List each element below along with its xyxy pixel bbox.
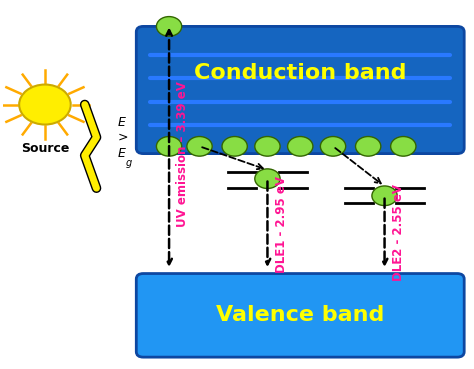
Circle shape — [255, 169, 280, 189]
Circle shape — [156, 17, 182, 36]
Circle shape — [187, 137, 212, 156]
Text: E: E — [118, 147, 126, 160]
Circle shape — [356, 137, 381, 156]
Circle shape — [222, 137, 247, 156]
Text: Source: Source — [21, 142, 69, 155]
Text: UV emission – 3.39 eV: UV emission – 3.39 eV — [176, 81, 189, 227]
Text: Valence band: Valence band — [216, 305, 384, 325]
Text: DLE1 - 2.95 eV: DLE1 - 2.95 eV — [275, 176, 288, 273]
Text: E: E — [118, 116, 126, 129]
FancyBboxPatch shape — [137, 273, 464, 357]
Circle shape — [19, 85, 71, 124]
Text: g: g — [126, 158, 132, 168]
Circle shape — [372, 186, 397, 206]
FancyBboxPatch shape — [137, 27, 464, 154]
Text: DLE2 - 2.55 eV: DLE2 - 2.55 eV — [392, 184, 405, 281]
Circle shape — [391, 137, 416, 156]
Circle shape — [255, 137, 280, 156]
Text: Conduction band: Conduction band — [194, 63, 407, 83]
Circle shape — [320, 137, 346, 156]
Circle shape — [288, 137, 313, 156]
Text: >: > — [118, 131, 128, 144]
Circle shape — [156, 137, 182, 156]
